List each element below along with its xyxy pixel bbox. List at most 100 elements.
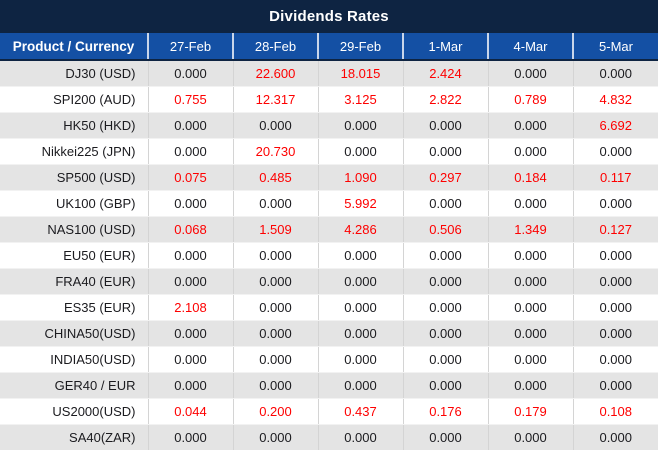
- value-cell: 5.992: [317, 190, 403, 217]
- value-cell: 0.000: [402, 320, 488, 347]
- product-cell: SPI200 (AUD): [0, 86, 148, 113]
- date-column-header: 4-Mar: [487, 33, 573, 61]
- product-cell: GER40 / EUR: [0, 372, 148, 399]
- value-cell: 0.000: [147, 138, 233, 165]
- value-cell: 0.000: [402, 242, 488, 269]
- product-cell: INDIA50(USD): [0, 346, 148, 373]
- table-row: EU50 (EUR) 0.000 0.000 0.000 0.000 0.000 0.000: [0, 242, 658, 269]
- table-row: FRA40 (EUR) 0.000 0.000 0.000 0.000 0.000 0.00…: [0, 268, 658, 295]
- table-row: NAS100 (USD) 0.068 1.509 4.286 0.506 1.349 0.1…: [0, 216, 658, 243]
- table-row: CHINA50(USD) 0.000 0.000 0.000 0.000 0.000 0.0…: [0, 320, 658, 347]
- value-cell: 0.000: [487, 268, 573, 295]
- value-cell: 0.437: [317, 398, 403, 425]
- product-cell: Nikkei225 (JPN): [0, 138, 148, 165]
- product-cell: UK100 (GBP): [0, 190, 148, 217]
- value-cell: 0.000: [232, 268, 318, 295]
- value-cell: 0.000: [232, 190, 318, 217]
- value-cell: 0.000: [147, 190, 233, 217]
- table-row: SA40(ZAR) 0.000 0.000 0.000 0.000 0.000 0.000: [0, 424, 658, 450]
- value-cell: 3.125: [317, 86, 403, 113]
- rates-tbody: DJ30 (USD) 0.000 22.600 18.015 2.424 0.000 0.0…: [0, 60, 658, 450]
- value-cell: 0.068: [147, 216, 233, 243]
- value-cell: 0.000: [232, 346, 318, 373]
- product-cell: HK50 (HKD): [0, 112, 148, 139]
- value-cell: 0.000: [487, 424, 573, 450]
- product-cell: US2000(USD): [0, 398, 148, 425]
- value-cell: 0.000: [147, 346, 233, 373]
- product-cell: SA40(ZAR): [0, 424, 148, 450]
- value-cell: 0.200: [232, 398, 318, 425]
- value-cell: 4.832: [572, 86, 658, 113]
- value-cell: 2.108: [147, 294, 233, 321]
- product-cell: EU50 (EUR): [0, 242, 148, 269]
- page-title: Dividends Rates: [0, 0, 658, 33]
- product-cell: FRA40 (EUR): [0, 268, 148, 295]
- value-cell: 0.000: [487, 242, 573, 269]
- table-row: Nikkei225 (JPN) 0.000 20.730 0.000 0.000 0.00…: [0, 138, 658, 165]
- date-column-header: 5-Mar: [572, 33, 658, 61]
- value-cell: 0.000: [232, 242, 318, 269]
- value-cell: 0.000: [487, 112, 573, 139]
- value-cell: 20.730: [232, 138, 318, 165]
- value-cell: 0.075: [147, 164, 233, 191]
- value-cell: 0.044: [147, 398, 233, 425]
- value-cell: 2.822: [402, 86, 488, 113]
- dividends-rates-table: Product / Currency 27-Feb 28-Feb 29-Feb 1-M…: [0, 33, 658, 450]
- value-cell: 1.090: [317, 164, 403, 191]
- value-cell: 0.000: [572, 138, 658, 165]
- value-cell: 4.286: [317, 216, 403, 243]
- value-cell: 0.000: [232, 294, 318, 321]
- table-row: GER40 / EUR 0.000 0.000 0.000 0.000 0.000 0.00…: [0, 372, 658, 399]
- table-row: UK100 (GBP) 0.000 0.000 5.992 0.000 0.000 0.00…: [0, 190, 658, 217]
- value-cell: 0.000: [147, 424, 233, 450]
- value-cell: 0.000: [147, 268, 233, 295]
- value-cell: 0.000: [402, 268, 488, 295]
- value-cell: 0.000: [402, 346, 488, 373]
- table-row: SP500 (USD) 0.075 0.485 1.090 0.297 0.184 0.11…: [0, 164, 658, 191]
- value-cell: 0.000: [317, 138, 403, 165]
- value-cell: 0.000: [232, 112, 318, 139]
- value-cell: 0.000: [572, 294, 658, 321]
- value-cell: 0.176: [402, 398, 488, 425]
- value-cell: 0.789: [487, 86, 573, 113]
- value-cell: 0.000: [402, 294, 488, 321]
- value-cell: 0.108: [572, 398, 658, 425]
- value-cell: 12.317: [232, 86, 318, 113]
- value-cell: 0.000: [487, 190, 573, 217]
- value-cell: 0.000: [487, 372, 573, 399]
- date-column-header: 28-Feb: [232, 33, 318, 61]
- value-cell: 0.000: [317, 294, 403, 321]
- table-row: INDIA50(USD) 0.000 0.000 0.000 0.000 0.000 0.0…: [0, 346, 658, 373]
- value-cell: 0.000: [317, 424, 403, 450]
- value-cell: 0.000: [572, 60, 658, 87]
- table-row: ES35 (EUR) 2.108 0.000 0.000 0.000 0.000 0.000: [0, 294, 658, 321]
- value-cell: 0.117: [572, 164, 658, 191]
- value-cell: 0.000: [402, 112, 488, 139]
- value-cell: 0.000: [147, 112, 233, 139]
- table-row: DJ30 (USD) 0.000 22.600 18.015 2.424 0.000 0.0…: [0, 60, 658, 87]
- value-cell: 0.000: [317, 320, 403, 347]
- date-column-header: 27-Feb: [147, 33, 233, 61]
- product-currency-header: Product / Currency: [0, 33, 148, 61]
- value-cell: 0.000: [572, 320, 658, 347]
- product-cell: ES35 (EUR): [0, 294, 148, 321]
- value-cell: 0.127: [572, 216, 658, 243]
- date-column-header: 1-Mar: [402, 33, 488, 61]
- table-row: US2000(USD) 0.044 0.200 0.437 0.176 0.179 0.10…: [0, 398, 658, 425]
- value-cell: 22.600: [232, 60, 318, 87]
- header-row: Product / Currency 27-Feb 28-Feb 29-Feb 1-M…: [0, 33, 658, 61]
- value-cell: 0.297: [402, 164, 488, 191]
- value-cell: 0.000: [487, 60, 573, 87]
- value-cell: 0.000: [402, 138, 488, 165]
- value-cell: 0.000: [572, 242, 658, 269]
- value-cell: 0.000: [487, 320, 573, 347]
- value-cell: 0.755: [147, 86, 233, 113]
- value-cell: 18.015: [317, 60, 403, 87]
- product-cell: SP500 (USD): [0, 164, 148, 191]
- table-row: SPI200 (AUD) 0.755 12.317 3.125 2.822 0.789 4.…: [0, 86, 658, 113]
- value-cell: 0.000: [572, 190, 658, 217]
- value-cell: 0.000: [487, 346, 573, 373]
- value-cell: 1.509: [232, 216, 318, 243]
- value-cell: 0.000: [572, 268, 658, 295]
